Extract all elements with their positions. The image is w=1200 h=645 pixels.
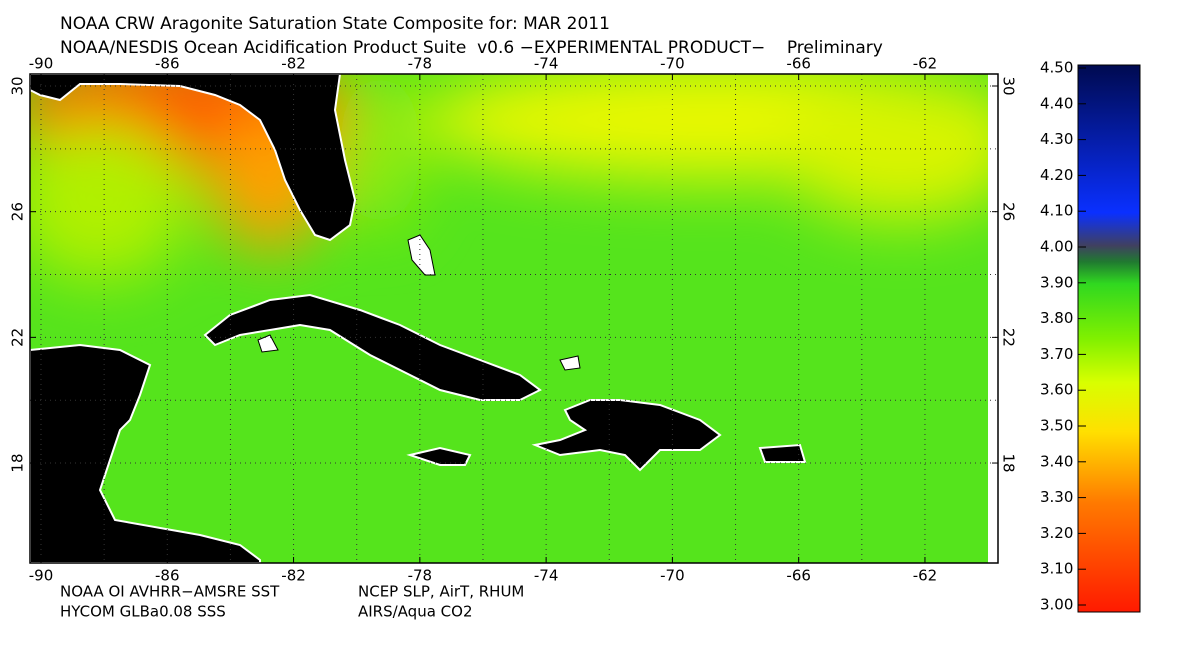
colorbar-label: 4.10	[1040, 202, 1073, 220]
lon-tick-label: -70	[660, 55, 685, 73]
colorbar-label: 4.40	[1040, 94, 1073, 112]
lon-tick-label: -62	[913, 55, 938, 73]
map-field	[30, 74, 998, 563]
lon-tick-label: -74	[534, 55, 559, 73]
colorbar-label: 3.30	[1040, 488, 1073, 506]
lon-tick-label: -82	[281, 55, 306, 73]
lat-tick-label: 22	[9, 328, 27, 347]
lon-tick-label: -66	[786, 55, 811, 73]
colorbar-label: 4.00	[1040, 238, 1073, 256]
lat-tick-label: 30	[9, 76, 27, 95]
credit: NOAA OI AVHRR−AMSRE SST	[60, 583, 280, 601]
colorbar	[1077, 64, 1141, 613]
lon-tick-label: -78	[408, 567, 433, 585]
credit: NCEP SLP, AirT, RHUM	[358, 583, 524, 601]
colorbar-label: 3.20	[1040, 524, 1073, 542]
lon-tick-label: -70	[660, 567, 685, 585]
lon-tick-label: -90	[29, 55, 54, 73]
lat-tick-label: 18	[9, 453, 27, 472]
lon-tick-label: -86	[155, 55, 180, 73]
colorbar-label: 3.90	[1040, 273, 1073, 291]
colorbar-label: 3.40	[1040, 452, 1073, 470]
colorbar-label: 3.80	[1040, 309, 1073, 327]
credit: HYCOM GLBa0.08 SSS	[60, 603, 226, 621]
colorbar-label: 3.10	[1040, 560, 1073, 578]
colorbar-label: 3.50	[1040, 417, 1073, 435]
lon-tick-label: -82	[281, 567, 306, 585]
title: NOAA CRW Aragonite Saturation State Comp…	[60, 14, 610, 34]
credit: AIRS/Aqua CO2	[358, 603, 473, 621]
subtitle: NOAA/NESDIS Ocean Acidification Product …	[60, 38, 883, 58]
lat-tick-label: 26	[1000, 202, 1018, 221]
map-frame	[29, 73, 999, 564]
colorbar-label: 4.20	[1040, 166, 1073, 184]
lat-tick-label: 30	[1000, 76, 1018, 95]
lon-tick-label: -78	[408, 55, 433, 73]
lon-tick-label: -74	[534, 567, 559, 585]
colorbar-label: 4.30	[1040, 130, 1073, 148]
colorbar-label: 3.00	[1040, 596, 1073, 614]
lat-tick-label: 18	[1000, 453, 1018, 472]
colorbar-label: 4.50	[1040, 59, 1073, 77]
lat-tick-label: 22	[1000, 328, 1018, 347]
lon-tick-label: -62	[913, 567, 938, 585]
lon-tick-label: -66	[786, 567, 811, 585]
colorbar-label: 3.70	[1040, 345, 1073, 363]
lon-tick-label: -86	[155, 567, 180, 585]
lon-tick-label: -90	[29, 567, 54, 585]
lat-tick-label: 26	[9, 202, 27, 221]
colorbar-label: 3.60	[1040, 381, 1073, 399]
